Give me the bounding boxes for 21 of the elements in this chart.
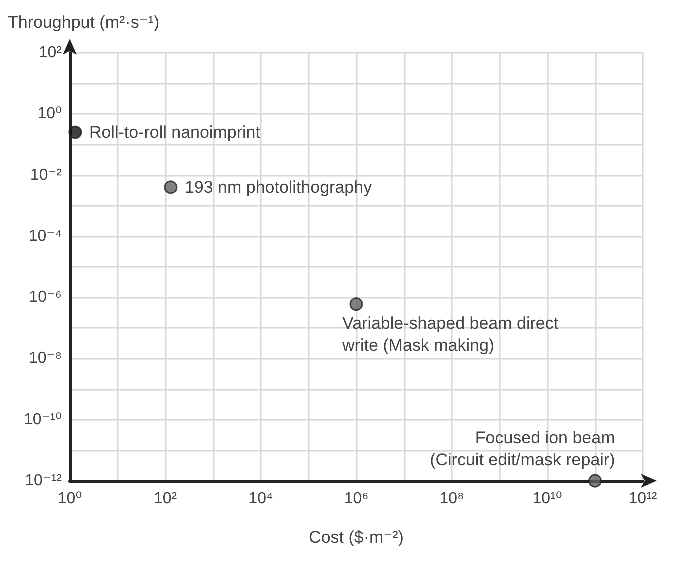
y-tick-label: 10⁻¹² xyxy=(25,472,63,490)
x-tick-label: 10² xyxy=(154,490,178,508)
annotation: Roll-to-roll nanoimprint xyxy=(89,123,261,142)
annotation: Variable-shaped beam direct write (Mask making) xyxy=(342,314,559,355)
y-tick-label: 10⁻⁶ xyxy=(29,289,62,306)
y-tick-label: 10⁻⁸ xyxy=(29,350,62,368)
y-tick-label: 10⁻⁴ xyxy=(28,228,62,245)
x-tick-label: 10⁶ xyxy=(344,490,369,508)
y-tick-label: 10⁻¹⁰ xyxy=(24,411,62,428)
x-tick-label: 10⁰ xyxy=(58,490,82,508)
annotation: 193 nm photolithography xyxy=(184,178,373,197)
y-tick-label: 10⁰ xyxy=(38,106,62,123)
x-axis-title: Cost ($·m⁻²) xyxy=(309,528,404,547)
y-axis-title: Throughput (m²·s⁻¹) xyxy=(8,13,160,32)
annotation: Focused ion beam (Circuit edit/mask repair) xyxy=(430,428,616,470)
x-tick-label: 10⁴ xyxy=(248,490,274,508)
x-tick-label: 10⁸ xyxy=(440,490,464,508)
y-tick-label: 10² xyxy=(38,44,63,62)
y-tick-label: 10⁻² xyxy=(30,166,63,184)
x-tick-label: 10¹² xyxy=(628,490,658,508)
x-tick-label: 10¹⁰ xyxy=(532,490,562,508)
